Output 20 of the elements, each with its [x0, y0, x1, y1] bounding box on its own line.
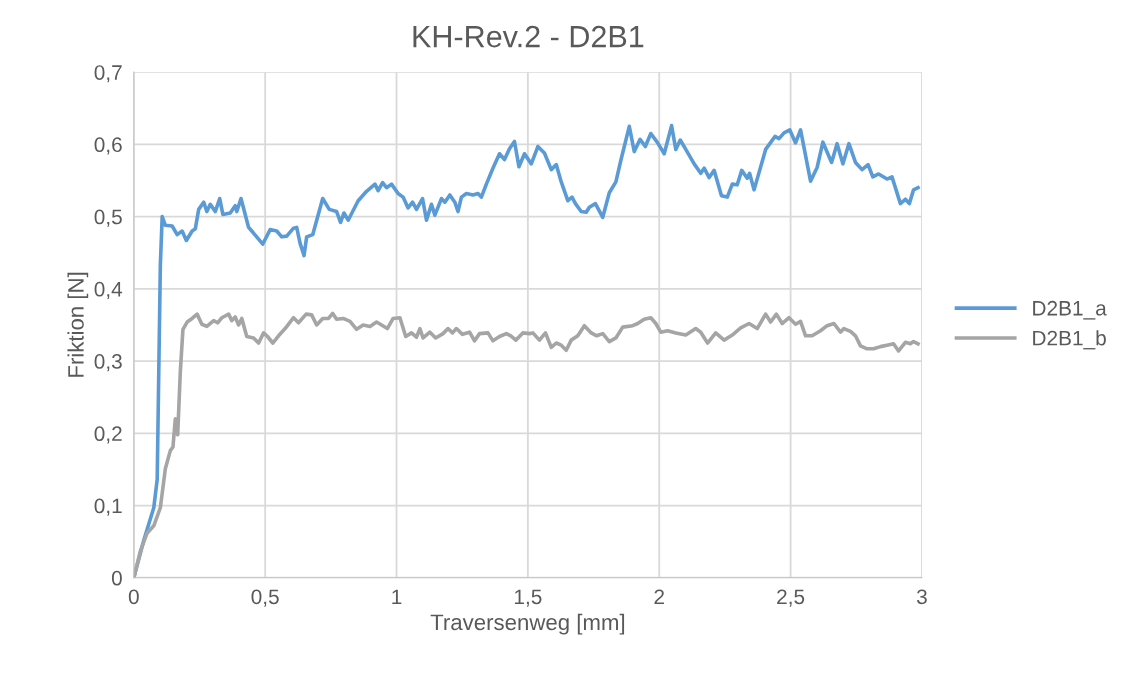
x-axis-title: Traversenweg [mm] — [430, 613, 625, 635]
x-tick-label: 1 — [392, 589, 402, 604]
x-tick-label: 2,5 — [777, 589, 805, 607]
x-tick-label: 0 — [128, 589, 139, 605]
y-tick-label: 0,2 — [94, 426, 122, 444]
y-tick-label: 0 — [111, 570, 122, 586]
y-tick-label: 0,4 — [94, 281, 123, 300]
y-axis-title: Friktion [N] — [67, 272, 89, 377]
chart-title: KH-Rev.2 - D2B1 — [413, 25, 644, 48]
legend-label: D2B1_b — [1033, 330, 1106, 350]
y-tick-label: 0,5 — [94, 209, 122, 227]
x-tick-label: 1,5 — [514, 589, 542, 607]
legend-label: D2B1_a — [1033, 300, 1107, 320]
x-tick-label: 2 — [654, 589, 664, 604]
y-tick-label: 0,3 — [94, 354, 122, 372]
y-tick-label: 0,7 — [94, 65, 122, 83]
x-tick-label: 0,5 — [251, 589, 279, 607]
x-tick-label: 3 — [916, 589, 927, 605]
y-tick-label: 0,1 — [94, 498, 122, 516]
y-tick-label: 0,6 — [94, 137, 122, 155]
